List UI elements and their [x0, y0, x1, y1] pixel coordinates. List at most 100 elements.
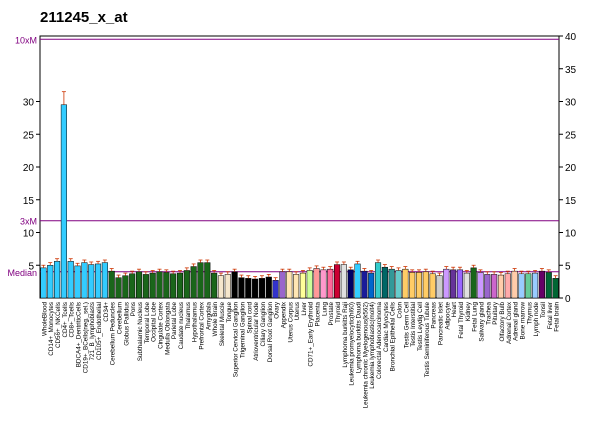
bar: [545, 272, 552, 299]
bar: [279, 271, 286, 299]
bar: [272, 280, 279, 299]
bar: [525, 273, 532, 299]
category-label: Dorsal Root Ganglion: [267, 302, 274, 363]
category-label: Pituitary: [492, 301, 499, 325]
right-axis: 0 5 10 15 20 25 30 35 40: [559, 32, 577, 305]
right-tick-label: 20: [565, 163, 577, 174]
bar: [238, 277, 245, 299]
category-label: Leukemia promyelocytic(hl60): [349, 302, 356, 386]
bar: [204, 262, 211, 299]
reference-line-label: 3xM: [20, 217, 37, 227]
bar: [265, 276, 272, 299]
bar: [293, 274, 300, 299]
bar: [491, 274, 498, 299]
category-label: Thalamus: [185, 302, 192, 330]
category-label: Thymus: [526, 302, 533, 324]
category-label: Testis Interstitial: [410, 302, 417, 347]
bar: [477, 272, 484, 299]
bar: [368, 272, 375, 299]
bars: [40, 104, 559, 299]
bar: [395, 270, 402, 299]
category-label: Prostate: [328, 302, 335, 326]
category-label: Thyroid: [335, 302, 342, 323]
bar: [327, 268, 334, 299]
category-label: Adipocyte: [444, 302, 451, 330]
bar: [197, 262, 204, 299]
bar: [409, 272, 416, 299]
right-tick-label: 0: [565, 294, 571, 305]
category-label: Ciliary Ganglion: [260, 302, 267, 347]
bar: [47, 265, 54, 299]
category-label: Pons: [130, 302, 137, 316]
category-label: Testis Germ Cell: [403, 302, 410, 348]
bar: [245, 278, 252, 299]
category-label: CD105+_Endothelial: [96, 302, 103, 360]
right-tick-label: 10: [565, 229, 577, 240]
bar: [135, 271, 143, 299]
bar: [190, 266, 197, 299]
left-axis: 5 10 15 20 25 30: [23, 98, 40, 272]
category-label: Fetal Lung: [472, 302, 479, 332]
bar: [511, 270, 518, 299]
left-tick-label: 15: [23, 196, 35, 207]
category-label: Tonsil: [540, 302, 547, 318]
category-label: Appendix: [280, 301, 287, 328]
bar: [429, 273, 436, 299]
category-label: Salivary gland: [478, 302, 485, 342]
bar: [313, 268, 320, 299]
category-label: Spinal cord: [246, 302, 253, 334]
reference-line-label: Median: [7, 268, 37, 278]
plot-area: [39, 35, 560, 299]
category-label: Subthalamic Nucleus: [137, 302, 144, 361]
bar: [142, 274, 149, 299]
right-tick-label: 40: [565, 32, 577, 43]
category-label: Globus Pallidus: [123, 302, 130, 346]
category-label: Temporal Lobe: [144, 302, 151, 344]
category-label: CD71+_Early Erythroid: [308, 302, 315, 367]
bar: [163, 272, 170, 299]
category-label: Skeletal Muscle: [219, 302, 226, 347]
bar: [94, 263, 102, 299]
bar: [129, 273, 136, 299]
chart-title: 211245_x_at: [40, 9, 128, 26]
category-label: Fetal brain: [554, 302, 561, 332]
category-label: Cardiac Myocytes: [383, 302, 390, 352]
bar: [463, 272, 470, 299]
bar: [211, 272, 218, 299]
bar: [231, 271, 238, 299]
bar: [176, 272, 184, 299]
category-label: BDCA4+_DentriticCells: [76, 302, 83, 367]
category-label: Fetal liver: [547, 302, 554, 329]
category-label: Cingulate Cortex: [158, 301, 165, 349]
bar: [361, 270, 368, 299]
category-label: Whole Brain: [212, 302, 219, 337]
category-label: CD14+_Monocytes: [48, 302, 55, 356]
bar: [170, 273, 177, 299]
category-label: Trachea: [485, 302, 492, 325]
category-label: Cerebellum: [117, 302, 124, 334]
category-label: CD19+_BCells(neg._sel.): [82, 302, 89, 373]
category-label: Placenta: [315, 302, 322, 327]
bar: [115, 277, 122, 299]
category-label: Lymphoma burkitts Daudi: [356, 302, 363, 373]
bar: [156, 271, 163, 299]
bar: [415, 272, 423, 299]
right-tick-label: 5: [565, 261, 571, 272]
bar: [504, 273, 511, 299]
category-label: 721_B_lymphoblasts: [89, 302, 96, 360]
category-label: Amygdala: [205, 302, 212, 330]
bar: [402, 268, 409, 299]
category-label: WholeBlood: [41, 302, 48, 336]
category-label: CD8+_Tcells: [69, 302, 76, 338]
bar: [299, 272, 306, 299]
category-label: Medulla Oblongata: [164, 302, 171, 355]
category-label: Prefrontal Cortex: [198, 301, 205, 349]
category-label: Trigeminal Ganglion: [239, 302, 246, 359]
category-label: Cerebellum Peduncles: [110, 302, 117, 365]
category-label: Superior Cervical Ganglion: [233, 302, 240, 378]
bar: [183, 270, 190, 299]
bar: [81, 262, 88, 299]
bar: [286, 271, 293, 299]
category-label: Ovary: [274, 301, 281, 319]
